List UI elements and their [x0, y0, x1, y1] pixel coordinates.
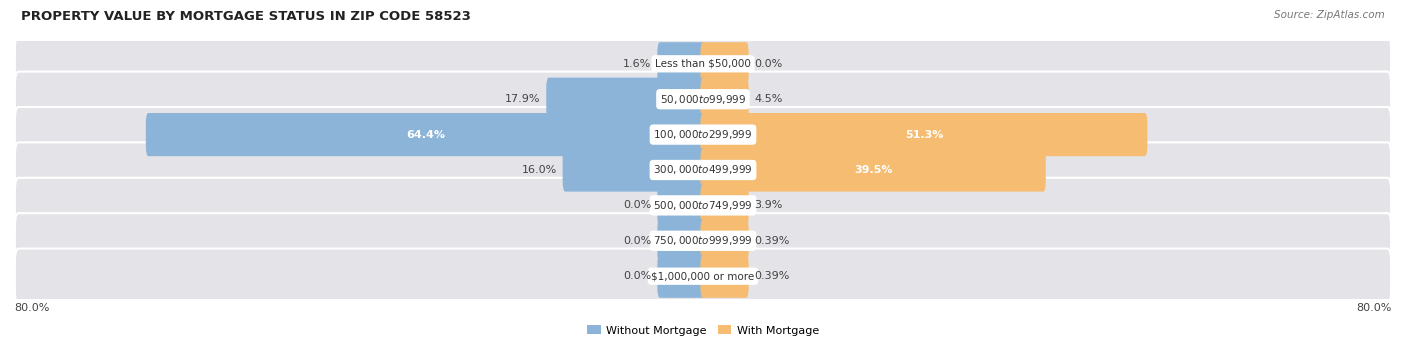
FancyBboxPatch shape	[700, 219, 748, 262]
FancyBboxPatch shape	[15, 72, 1391, 127]
Text: $300,000 to $499,999: $300,000 to $499,999	[654, 164, 752, 176]
FancyBboxPatch shape	[700, 184, 748, 227]
Text: 0.0%: 0.0%	[623, 271, 651, 281]
Text: 0.39%: 0.39%	[755, 271, 790, 281]
Text: 39.5%: 39.5%	[853, 165, 893, 175]
FancyBboxPatch shape	[658, 219, 706, 262]
Text: $500,000 to $749,999: $500,000 to $749,999	[654, 199, 752, 212]
FancyBboxPatch shape	[658, 42, 706, 85]
FancyBboxPatch shape	[562, 148, 706, 192]
Text: 0.0%: 0.0%	[623, 236, 651, 246]
Legend: Without Mortgage, With Mortgage: Without Mortgage, With Mortgage	[582, 321, 824, 340]
Text: 64.4%: 64.4%	[406, 130, 446, 140]
Text: 17.9%: 17.9%	[505, 94, 540, 104]
FancyBboxPatch shape	[146, 113, 706, 156]
Text: $750,000 to $999,999: $750,000 to $999,999	[654, 234, 752, 247]
Text: 80.0%: 80.0%	[14, 303, 49, 313]
FancyBboxPatch shape	[700, 42, 748, 85]
FancyBboxPatch shape	[15, 178, 1391, 233]
FancyBboxPatch shape	[15, 249, 1391, 304]
Text: $100,000 to $299,999: $100,000 to $299,999	[654, 128, 752, 141]
Text: $50,000 to $99,999: $50,000 to $99,999	[659, 93, 747, 106]
FancyBboxPatch shape	[15, 213, 1391, 268]
FancyBboxPatch shape	[658, 184, 706, 227]
FancyBboxPatch shape	[700, 78, 748, 121]
Text: 80.0%: 80.0%	[1357, 303, 1392, 313]
Text: 3.9%: 3.9%	[755, 200, 783, 210]
Text: 51.3%: 51.3%	[904, 130, 943, 140]
FancyBboxPatch shape	[700, 148, 1046, 192]
Text: $1,000,000 or more: $1,000,000 or more	[651, 271, 755, 281]
FancyBboxPatch shape	[15, 107, 1391, 162]
Text: 0.39%: 0.39%	[755, 236, 790, 246]
FancyBboxPatch shape	[700, 113, 1147, 156]
Text: 4.5%: 4.5%	[755, 94, 783, 104]
FancyBboxPatch shape	[547, 78, 706, 121]
FancyBboxPatch shape	[700, 255, 748, 298]
FancyBboxPatch shape	[15, 142, 1391, 198]
Text: 0.0%: 0.0%	[755, 59, 783, 69]
FancyBboxPatch shape	[658, 255, 706, 298]
Text: 1.6%: 1.6%	[623, 59, 651, 69]
Text: Less than $50,000: Less than $50,000	[655, 59, 751, 69]
Text: PROPERTY VALUE BY MORTGAGE STATUS IN ZIP CODE 58523: PROPERTY VALUE BY MORTGAGE STATUS IN ZIP…	[21, 10, 471, 23]
Text: Source: ZipAtlas.com: Source: ZipAtlas.com	[1274, 10, 1385, 20]
Text: 16.0%: 16.0%	[522, 165, 557, 175]
FancyBboxPatch shape	[15, 36, 1391, 91]
Text: 0.0%: 0.0%	[623, 200, 651, 210]
